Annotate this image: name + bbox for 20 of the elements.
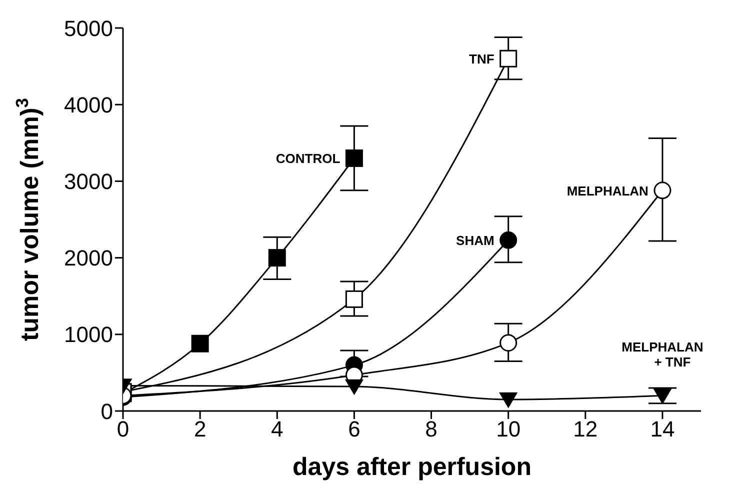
x-tick-label: 2 bbox=[194, 416, 206, 442]
x-tick-label: 6 bbox=[348, 416, 360, 442]
text: MELPHALAN + TNF bbox=[622, 340, 704, 370]
series-label: MELPHALAN bbox=[566, 183, 648, 198]
y-tick-label: 0 bbox=[100, 398, 113, 424]
y-tick-label: 4000 bbox=[64, 92, 113, 118]
series-label: CONTROL bbox=[276, 151, 340, 166]
x-axis-title: days after perfusion bbox=[292, 453, 532, 481]
series-label: TNF bbox=[469, 52, 494, 67]
y-tick-label: 2000 bbox=[64, 246, 113, 271]
y-tick-label: 5000 bbox=[64, 16, 113, 41]
y-tick-label: 3000 bbox=[64, 169, 113, 194]
x-tick-label: 12 bbox=[573, 416, 598, 442]
x-tick-label: 14 bbox=[650, 416, 675, 442]
x-tick-label: 8 bbox=[425, 416, 438, 442]
x-tick-label: 0 bbox=[116, 416, 130, 442]
x-tick-label: 10 bbox=[496, 416, 521, 442]
series-label: SHAM bbox=[456, 233, 494, 248]
y-tick-label: 1000 bbox=[64, 322, 113, 348]
x-tick-label: 4 bbox=[271, 416, 284, 442]
